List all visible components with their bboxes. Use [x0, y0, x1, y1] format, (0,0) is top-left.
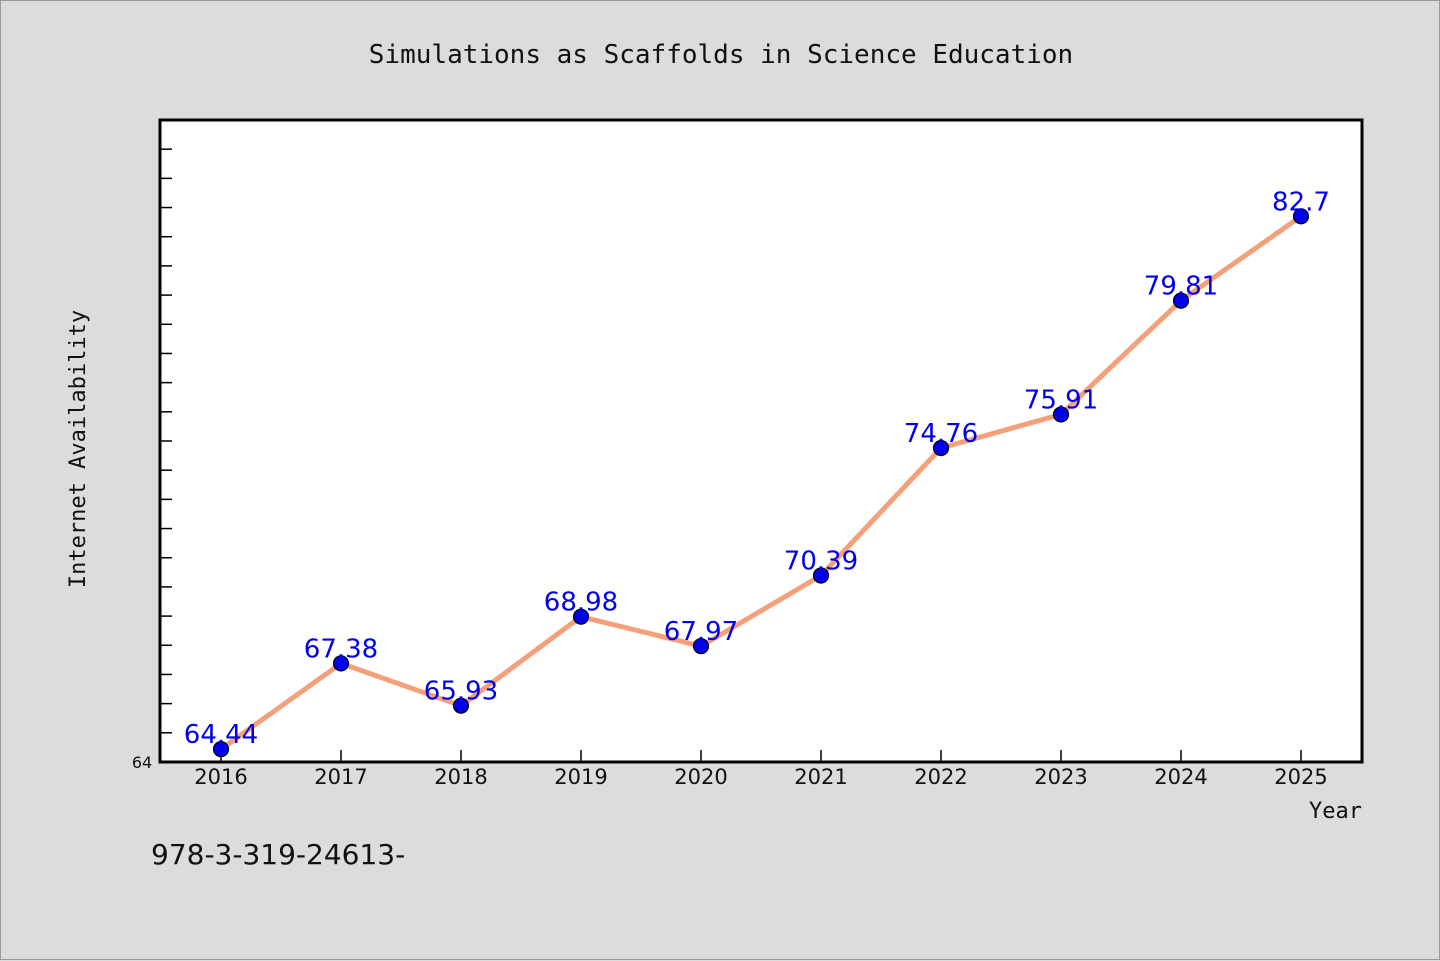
data-label: 67.97	[664, 617, 738, 647]
x-tick-label: 2017	[314, 765, 367, 789]
x-tick-label: 2024	[1154, 765, 1207, 789]
data-point	[1052, 406, 1070, 423]
x-tick-label: 2016	[194, 765, 247, 789]
data-label: 68.98	[544, 588, 618, 618]
data-label: 64.44	[184, 720, 258, 750]
y-axis-ticks	[160, 148, 172, 734]
data-label: 74.76	[904, 419, 978, 449]
data-label: 79.81	[1144, 272, 1218, 302]
series-line	[218, 213, 1304, 752]
x-tick-label: 2022	[914, 765, 967, 789]
x-tick-label: 2020	[674, 765, 727, 789]
data-point	[572, 608, 590, 625]
data-label: 67.38	[304, 634, 378, 664]
x-tick-label: 2023	[1034, 765, 1087, 789]
data-label: 75.91	[1024, 385, 1098, 415]
data-point	[1172, 292, 1190, 309]
data-point	[452, 697, 470, 714]
data-point	[692, 638, 710, 655]
data-point	[1292, 208, 1310, 225]
y-axis-title: Internet Availability	[66, 310, 91, 588]
data-point	[932, 439, 950, 457]
x-tick-label: 2018	[434, 765, 487, 789]
x-axis-tick-labels: 2016 2017 2018 2019 2020 2021 2022 2023 2024 2025	[194, 765, 1327, 789]
x-tick-label: 2021	[794, 765, 847, 789]
x-tick-label: 2019	[554, 765, 607, 789]
data-point	[812, 567, 830, 584]
x-axis-title: Year	[1309, 799, 1362, 824]
data-labels: 64.44 67.38 65.93 68.98 67.97 70.39 74.76 75.91…	[184, 187, 1330, 750]
data-label: 65.93	[424, 677, 498, 707]
plot-area	[158, 118, 1364, 764]
series-markers	[212, 208, 1310, 758]
chart-title: Simulations as Scaffolds in Science Educ…	[369, 40, 1073, 70]
data-label: 70.39	[784, 547, 858, 577]
x-tick-label: 2025	[1274, 765, 1327, 789]
y-axis-min-label: 64	[132, 753, 152, 772]
data-point	[332, 655, 350, 672]
footer-code: 978-3-319-24613-	[151, 838, 405, 871]
data-label: 82.7	[1272, 187, 1330, 217]
data-point	[212, 741, 230, 758]
